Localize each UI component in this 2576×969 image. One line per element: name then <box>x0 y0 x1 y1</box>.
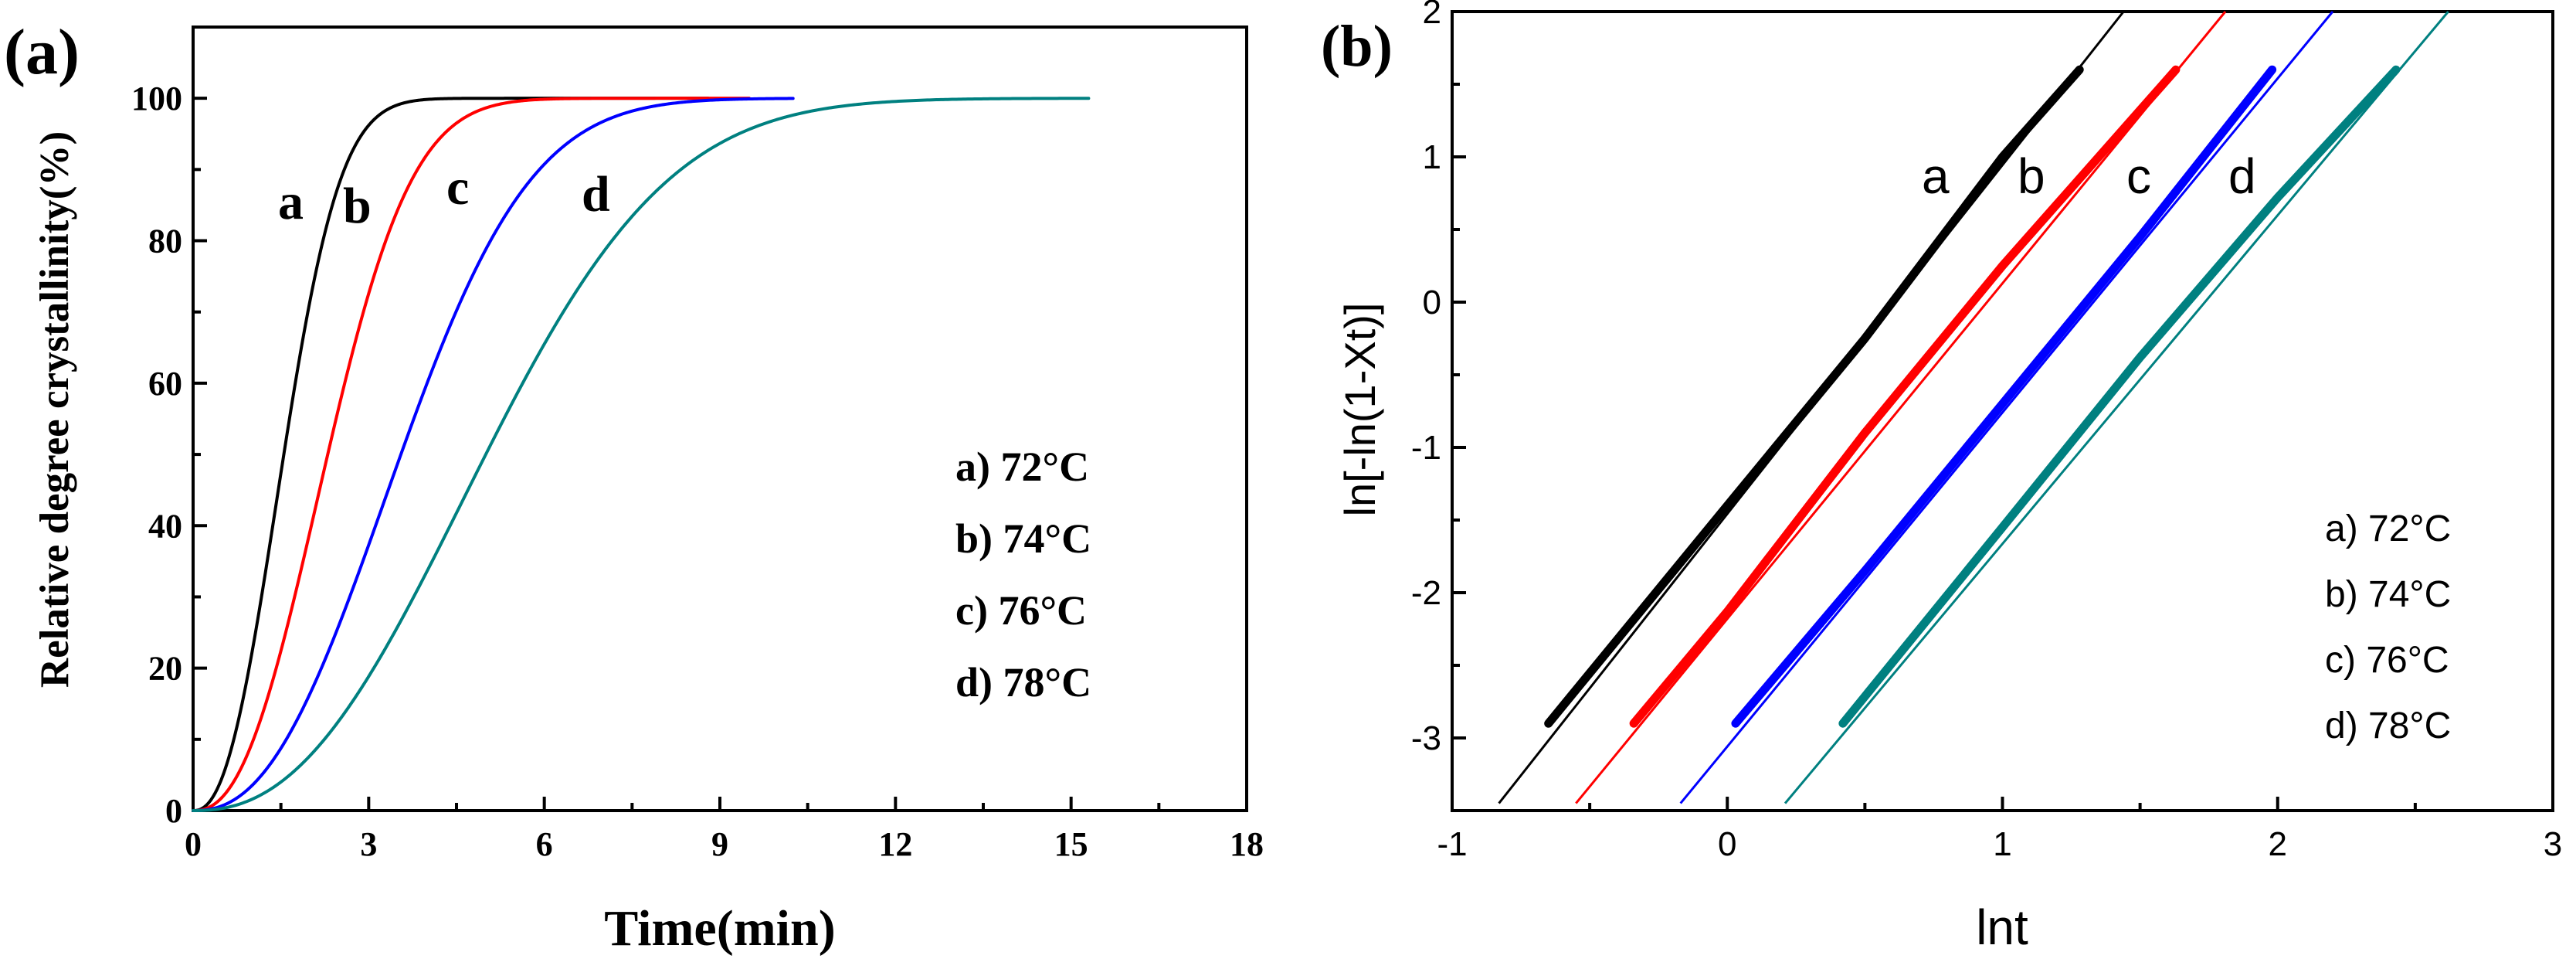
panel-b-x-tick-label: -1 <box>1437 825 1467 863</box>
panel-b-curve-label-a: a <box>1922 148 1950 204</box>
panel-a-curve-label-c: c <box>446 159 469 216</box>
panel-a-label: (a) <box>4 16 80 88</box>
panel-b-y-axis-label: ln[-ln(1-Xt)] <box>1336 303 1384 517</box>
panel-b-y-tick-labels: -3 -2 -1 0 1 2 <box>1411 0 1441 757</box>
panel-b-y-tick-label: 0 <box>1423 284 1441 321</box>
panel-a-legend-entry: a) 72°C <box>955 444 1089 490</box>
panel-b-fit-line-b <box>1575 11 2227 804</box>
panel-b-curve-label-b: b <box>2018 148 2045 204</box>
panel-a-curve-c <box>192 97 795 812</box>
panel-b-fit-line-c <box>1679 11 2334 804</box>
panel-a-x-tick-label: 0 <box>185 825 202 863</box>
panel-b-legend-entry: c) 76°C <box>2325 640 2449 681</box>
panel-a-y-tick-label: 40 <box>148 507 182 545</box>
panel-b-curve-label-d: d <box>2228 148 2256 204</box>
panel-a-y-tick-label: 20 <box>148 650 182 688</box>
panel-a-x-tick-labels: 0 3 6 9 12 15 18 <box>185 825 1264 863</box>
panel-b-label: (b) <box>1321 14 1393 79</box>
panel-b-y-tick-label: -3 <box>1411 719 1441 757</box>
panel-b-curve-labels: a b c d <box>1922 148 2256 204</box>
panel-b-y-tick-label: 2 <box>1423 0 1441 31</box>
panel-a-x-axis-label: Time(min) <box>604 900 835 957</box>
panel-a-curves <box>192 97 1091 812</box>
panel-a-legend: a) 72°C b) 74°C c) 76°C d) 78°C <box>955 444 1091 706</box>
panel-a-y-tick-label: 60 <box>148 365 182 403</box>
panel-b-x-tick-label: 1 <box>1993 825 2011 863</box>
panel-b-y-tick-label: -1 <box>1411 429 1441 467</box>
panel-b-legend-entry: b) 74°C <box>2325 574 2451 615</box>
panel-a-x-tick-label: 18 <box>1230 825 1264 863</box>
panel-b-x-tick-label: 3 <box>2544 825 2562 863</box>
panel-a-ticks <box>192 97 1248 812</box>
panel-b-x-tick-label: 2 <box>2269 825 2287 863</box>
panel-a-curve-label-a: a <box>278 174 304 230</box>
panel-a-legend-entry: d) 78°C <box>955 659 1091 706</box>
panel-a-y-tick-label: 0 <box>165 792 182 830</box>
panel-b-y-tick-label: 1 <box>1423 138 1441 176</box>
panel-b-ticks <box>1451 10 2554 811</box>
panel-b-curves <box>1498 11 2449 804</box>
panel-b-data-b <box>1629 65 2181 728</box>
panel-a-x-tick-label: 15 <box>1054 825 1088 863</box>
panel-b-data-c <box>1731 65 2277 728</box>
panel-b-legend-entry: a) 72°C <box>2325 508 2451 549</box>
panel-b-x-tick-label: 0 <box>1718 825 1736 863</box>
panel-b-data-d <box>1838 65 2401 728</box>
panel-a-y-tick-label: 80 <box>148 223 182 260</box>
panel-a-y-axis-label: Relative degree crystallinity(%) <box>32 131 77 688</box>
panel-a-curve-labels: a b c d <box>278 159 610 234</box>
panel-b-data-a <box>1544 65 2084 728</box>
panel-b-legend: a) 72°C b) 74°C c) 76°C d) 78°C <box>2325 508 2451 746</box>
panel-a: (a) 0 3 6 9 12 15 18 0 20 40 60 80 100 Time(min) Re… <box>4 16 1264 957</box>
panel-a-curve-d <box>192 97 1091 812</box>
panel-a-x-tick-label: 3 <box>360 825 377 863</box>
panel-a-legend-entry: b) 74°C <box>955 515 1091 562</box>
panel-a-x-tick-label: 9 <box>711 825 728 863</box>
panel-a-y-tick-label: 100 <box>131 80 182 117</box>
panel-b-x-axis-label: lnt <box>1976 899 2028 955</box>
panel-a-x-tick-label: 6 <box>536 825 553 863</box>
panel-b: (b) -1 0 1 2 3 -3 -2 -1 0 1 2 lnt ln[-ln(1-Xt)] a… <box>1321 0 2562 955</box>
panel-a-curve-label-d: d <box>582 166 610 223</box>
panel-b-y-tick-label: -2 <box>1411 574 1441 612</box>
panel-a-legend-entry: c) 76°C <box>955 587 1087 634</box>
panel-a-y-tick-labels: 0 20 40 60 80 100 <box>131 80 182 830</box>
panel-a-curve-label-b: b <box>343 178 372 234</box>
panel-b-x-tick-labels: -1 0 1 2 3 <box>1437 825 2562 863</box>
panel-a-x-tick-label: 12 <box>878 825 912 863</box>
panel-b-fit-line-d <box>1784 11 2449 804</box>
panel-a-curve-b <box>192 97 751 812</box>
panel-b-legend-entry: d) 78°C <box>2325 706 2451 746</box>
panel-b-curve-label-c: c <box>2126 148 2151 204</box>
